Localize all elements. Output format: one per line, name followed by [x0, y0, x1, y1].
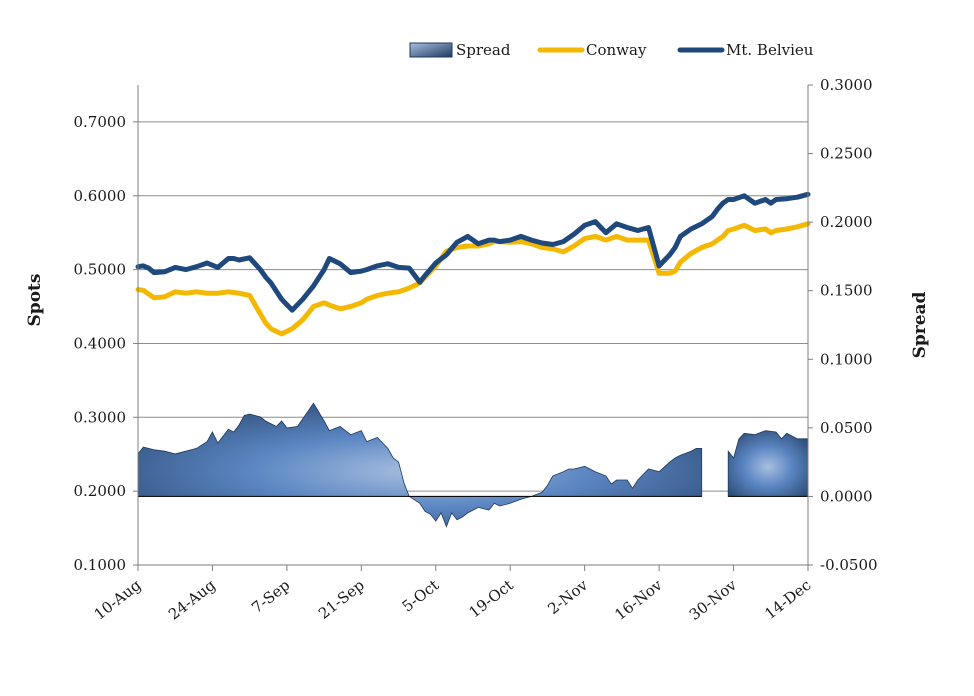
axes — [137, 85, 809, 566]
left-axis-ticks: 0.1000 0.2000 0.3000 0.4000 0.5000 0.6000 0.70… — [74, 113, 138, 574]
left-tick-label: 0.5000 — [74, 261, 127, 279]
legend-item-mt-belvieu: Mt. Belvieu — [677, 41, 814, 59]
legend-item-conway: Conway — [537, 41, 647, 59]
left-axis-title: Spots — [25, 274, 45, 327]
x-tick-label: 14-Dec — [761, 576, 814, 623]
spread-area-group — [137, 402, 809, 528]
right-tick-label: 0.1500 — [820, 282, 873, 300]
x-tick-label: 24-Aug — [165, 576, 219, 624]
x-tick-label: 30-Nov — [686, 576, 741, 624]
x-tick-label: 2-Nov — [544, 576, 591, 618]
mt-belvieu-line — [135, 191, 811, 313]
right-tick-label: 0.0500 — [820, 419, 873, 437]
right-tick-label: 0.1000 — [820, 350, 873, 368]
spread-area-segment-2 — [727, 430, 809, 497]
spread-area-segment-1 — [137, 402, 703, 528]
left-tick-label: 0.1000 — [74, 556, 127, 574]
legend: Spread Conway Mt. Belvieu — [409, 41, 814, 59]
left-tick-label: 0.7000 — [74, 113, 127, 131]
legend-item-spread: Spread — [409, 41, 511, 59]
left-tick-label: 0.3000 — [74, 408, 127, 426]
x-tick-label: 7-Sep — [248, 576, 293, 617]
right-tick-label: -0.0500 — [820, 556, 878, 574]
x-axis-ticks: 10-Aug 24-Aug 7-Sep 21-Sep 5-Oct 19-Oct 2-Nov 1… — [91, 565, 814, 624]
x-tick-label: 16-Nov — [611, 576, 666, 624]
left-tick-label: 0.4000 — [74, 334, 127, 352]
right-tick-label: 0.3000 — [820, 76, 873, 94]
legend-label: Spread — [456, 41, 511, 59]
legend-label: Mt. Belvieu — [726, 41, 814, 59]
right-axis-ticks: -0.0500 0.0000 0.0500 0.1000 0.1500 0.2000 0.2… — [808, 76, 878, 574]
legend-label: Conway — [586, 41, 647, 59]
x-tick-label: 10-Aug — [91, 576, 145, 624]
x-tick-label: 21-Sep — [315, 576, 368, 623]
conway-line — [135, 221, 811, 337]
x-tick-label: 19-Oct — [466, 576, 517, 622]
right-tick-label: 0.2500 — [820, 145, 873, 163]
right-tick-label: 0.0000 — [820, 487, 873, 505]
legend-swatch — [409, 42, 453, 58]
right-tick-label: 0.2000 — [820, 213, 873, 231]
left-tick-label: 0.2000 — [74, 482, 127, 500]
x-tick-label: 5-Oct — [399, 576, 443, 616]
left-tick-label: 0.6000 — [74, 187, 127, 205]
right-axis-title: Spread — [910, 291, 930, 358]
spot-lines-group — [135, 191, 811, 337]
